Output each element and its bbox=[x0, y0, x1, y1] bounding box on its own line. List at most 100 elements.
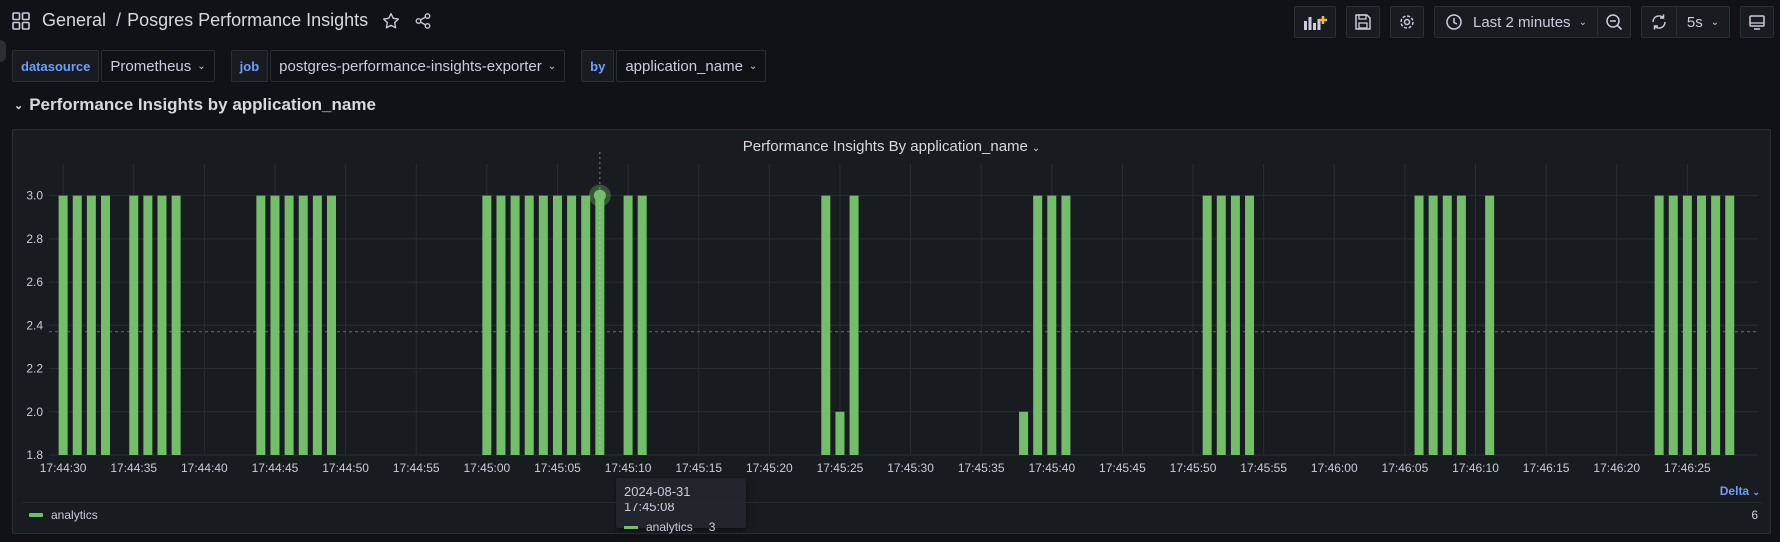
y-tick-label: 2.0 bbox=[26, 405, 43, 419]
x-tick-label: 17:45:45 bbox=[1099, 461, 1146, 475]
bar bbox=[595, 195, 605, 455]
dashboard-settings-button[interactable] bbox=[1390, 6, 1424, 38]
bar bbox=[1202, 195, 1212, 455]
x-tick-label: 17:46:15 bbox=[1523, 461, 1570, 475]
x-tick-label: 17:44:55 bbox=[393, 461, 440, 475]
breadcrumb-separator: / bbox=[116, 10, 122, 30]
add-panel-icon bbox=[1304, 16, 1327, 30]
bar bbox=[1654, 195, 1664, 455]
timeseries-panel: Performance Insights By application_name… bbox=[12, 129, 1771, 534]
bar bbox=[129, 195, 139, 455]
x-tick-label: 17:44:40 bbox=[181, 461, 228, 475]
zoom-out-button[interactable] bbox=[1597, 6, 1631, 38]
x-tick-label: 17:45:20 bbox=[746, 461, 793, 475]
bar bbox=[326, 195, 336, 455]
bar bbox=[1682, 195, 1692, 455]
bar bbox=[1047, 195, 1057, 455]
star-icon[interactable] bbox=[382, 12, 400, 30]
bar bbox=[72, 195, 82, 455]
x-tick-label: 17:45:55 bbox=[1240, 461, 1287, 475]
variables-bar: datasource Prometheus ⌄ job postgres-perf… bbox=[12, 50, 767, 82]
time-range-picker[interactable]: Last 2 minutes ⌄ bbox=[1434, 6, 1598, 38]
bar bbox=[1697, 195, 1707, 455]
legend-item[interactable]: analytics 6 bbox=[21, 502, 1762, 526]
chevron-down-icon: ⌄ bbox=[748, 60, 758, 72]
refresh-interval-picker[interactable]: 5s ⌄ bbox=[1676, 6, 1730, 38]
time-range-label: Last 2 minutes bbox=[1473, 13, 1571, 31]
variable-label-by: by bbox=[581, 50, 615, 82]
bar bbox=[256, 195, 266, 455]
bar bbox=[567, 195, 577, 455]
chevron-down-icon: ⌄ bbox=[1752, 487, 1760, 497]
bar bbox=[312, 195, 322, 455]
gear-icon bbox=[1400, 15, 1414, 29]
variable-value-by: application_name bbox=[625, 57, 743, 75]
save-dashboard-button[interactable] bbox=[1346, 6, 1380, 38]
bar bbox=[1668, 195, 1678, 455]
bar bbox=[821, 195, 831, 455]
refresh-interval-label: 5s bbox=[1686, 13, 1703, 31]
variable-select-datasource[interactable]: Prometheus ⌄ bbox=[101, 50, 215, 82]
variable-select-job[interactable]: postgres-performance-insights-exporter ⌄ bbox=[270, 50, 566, 82]
bar bbox=[524, 195, 534, 455]
bar bbox=[86, 195, 96, 455]
variable-label-job: job bbox=[230, 50, 269, 82]
sidebar-toggle[interactable] bbox=[0, 40, 6, 62]
add-panel-button[interactable] bbox=[1294, 6, 1336, 38]
tv-mode-button[interactable] bbox=[1740, 6, 1774, 38]
x-tick-label: 17:44:30 bbox=[40, 461, 87, 475]
legend-calc-header[interactable]: Delta ⌄ bbox=[1720, 484, 1760, 498]
panel-title: Performance Insights By application_name bbox=[742, 138, 1028, 155]
breadcrumb: General / Posgres Performance Insights bbox=[12, 10, 432, 31]
bar-chart[interactable]: 1.8 2.0 2.2 2.4 2.6 2.8 3.0 17:44:30 17:44:35 17:… bbox=[13, 130, 1770, 480]
share-icon[interactable] bbox=[414, 12, 432, 30]
panel-header[interactable]: Performance Insights By application_name… bbox=[13, 138, 1770, 155]
x-tick-label: 17:46:10 bbox=[1452, 461, 1499, 475]
hover-point bbox=[593, 189, 606, 202]
clock-icon bbox=[1446, 14, 1462, 30]
bar bbox=[1428, 195, 1438, 455]
bar bbox=[270, 195, 280, 455]
y-tick-label: 3.0 bbox=[26, 189, 43, 203]
refresh-button[interactable] bbox=[1641, 6, 1677, 38]
bar bbox=[1230, 195, 1240, 455]
refresh-icon bbox=[1652, 14, 1666, 30]
bar bbox=[1245, 195, 1255, 455]
bar bbox=[1711, 195, 1721, 455]
x-tick-label: 17:46:05 bbox=[1382, 461, 1429, 475]
variable-value-job: postgres-performance-insights-exporter bbox=[279, 57, 542, 75]
bar bbox=[1456, 195, 1466, 455]
bar bbox=[143, 195, 153, 455]
dashboards-grid-icon[interactable] bbox=[12, 11, 30, 30]
y-tick-label: 2.2 bbox=[26, 362, 43, 376]
dashboard-title[interactable]: Posgres Performance Insights bbox=[127, 10, 369, 30]
x-tick-label: 17:45:15 bbox=[675, 461, 722, 475]
x-tick-label: 17:45:10 bbox=[605, 461, 652, 475]
legend-series-name: analytics bbox=[51, 507, 98, 522]
legend-series-swatch bbox=[29, 512, 43, 517]
bar bbox=[1414, 195, 1424, 455]
chevron-down-icon: ⌄ bbox=[1031, 143, 1041, 154]
bar bbox=[157, 195, 167, 455]
x-tick-label: 17:44:35 bbox=[110, 461, 157, 475]
x-tick-label: 17:44:45 bbox=[252, 461, 299, 475]
legend-series-value: 6 bbox=[1751, 507, 1758, 522]
monitor-icon bbox=[1749, 15, 1765, 30]
bar bbox=[1216, 195, 1226, 455]
tooltip-value: 3 bbox=[708, 520, 716, 534]
x-tick-label: 17:45:25 bbox=[817, 461, 864, 475]
bar bbox=[1485, 195, 1495, 455]
chevron-down-icon: ⌄ bbox=[197, 60, 206, 72]
variable-select-by[interactable]: application_name ⌄ bbox=[616, 50, 767, 82]
bar bbox=[538, 195, 548, 455]
bar bbox=[1061, 195, 1071, 455]
legend-calc-label: Delta bbox=[1719, 484, 1750, 498]
breadcrumb-folder[interactable]: General bbox=[42, 10, 107, 30]
x-tick-label: 17:45:30 bbox=[887, 461, 934, 475]
bar bbox=[171, 195, 181, 455]
x-tick-label: 17:45:05 bbox=[534, 461, 581, 475]
bar bbox=[1725, 195, 1735, 455]
row-header[interactable]: ⌄ Performance Insights by application_na… bbox=[14, 95, 376, 115]
x-tick-label: 17:45:50 bbox=[1170, 461, 1217, 475]
bar bbox=[284, 195, 294, 455]
